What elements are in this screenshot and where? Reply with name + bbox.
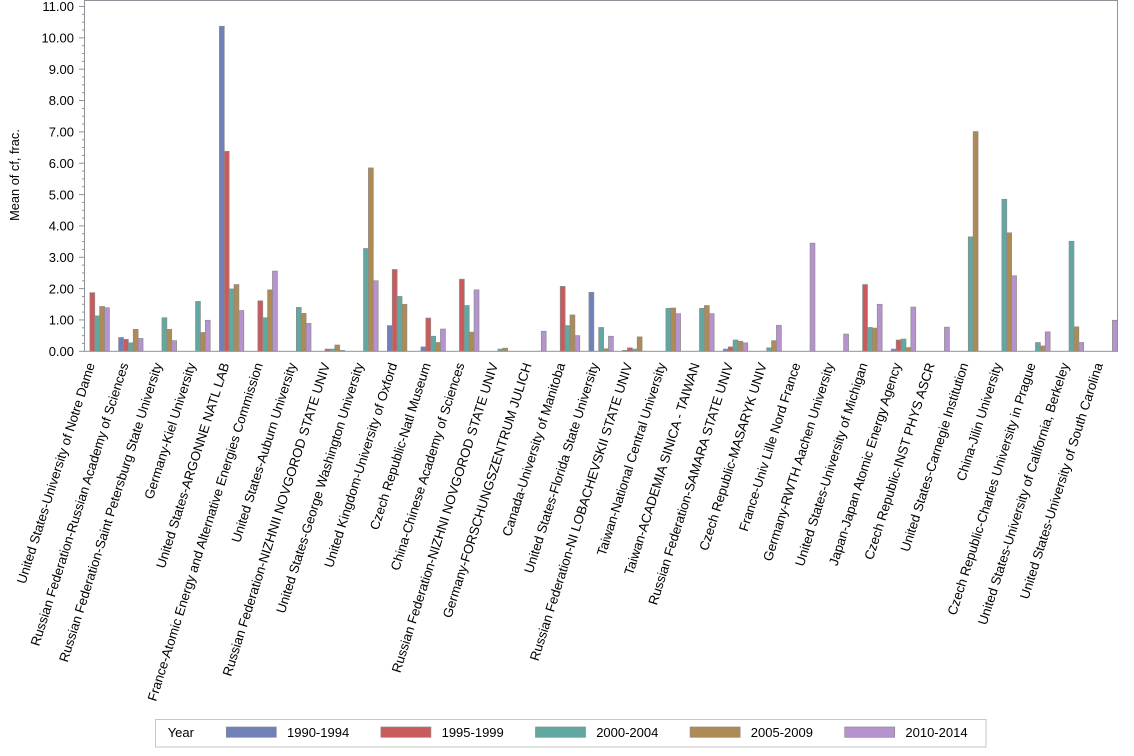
svg-text:2.00: 2.00: [49, 281, 74, 296]
svg-text:10.00: 10.00: [41, 31, 74, 46]
svg-text:6.00: 6.00: [49, 156, 74, 171]
svg-text:3.00: 3.00: [49, 250, 74, 265]
svg-text:1990-1994: 1990-1994: [287, 725, 349, 740]
svg-text:0.00: 0.00: [49, 344, 74, 359]
svg-text:11.00: 11.00: [42, 0, 74, 14]
svg-text:9.00: 9.00: [49, 62, 74, 77]
svg-text:Year: Year: [168, 725, 195, 740]
svg-text:1.00: 1.00: [49, 313, 74, 328]
svg-text:1995-1999: 1995-1999: [442, 725, 504, 740]
svg-text:7.00: 7.00: [49, 125, 74, 140]
svg-text:2010-2014: 2010-2014: [905, 725, 967, 740]
svg-text:2005-2009: 2005-2009: [751, 725, 813, 740]
svg-text:8.00: 8.00: [49, 93, 74, 108]
svg-text:Mean of cf, frac.: Mean of cf, frac.: [7, 129, 22, 221]
svg-text:2000-2004: 2000-2004: [596, 725, 658, 740]
svg-text:5.00: 5.00: [49, 187, 74, 202]
svg-text:4.00: 4.00: [49, 219, 74, 234]
